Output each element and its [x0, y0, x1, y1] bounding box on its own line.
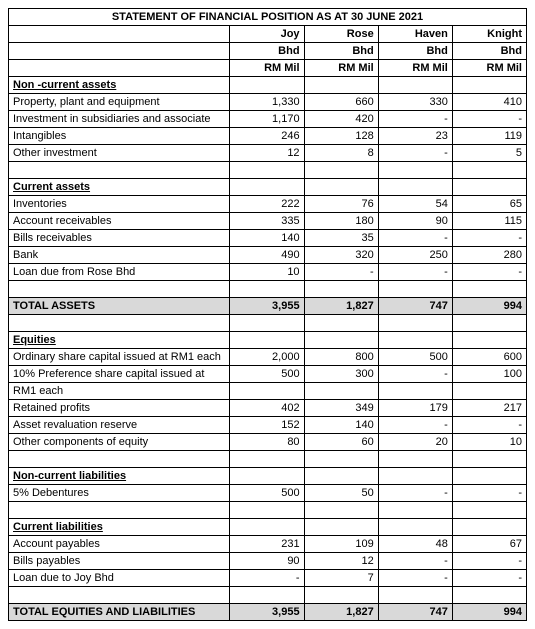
table-row: Intangibles24612823119: [9, 128, 527, 145]
col-header-company-2: Haven: [378, 26, 452, 43]
col-header-unit-2: RM Mil: [378, 60, 452, 77]
table-row: Account receivables33518090115: [9, 213, 527, 230]
table-row: Loan due to Joy Bhd-7--: [9, 570, 527, 587]
col-header-company-3: Knight: [452, 26, 526, 43]
blank-cell: [9, 26, 230, 43]
col-header-company-0: Joy: [230, 26, 304, 43]
section-header: Current liabilities: [9, 519, 230, 536]
table-row: Asset revaluation reserve152140--: [9, 417, 527, 434]
section-header-row: Current liabilities: [9, 519, 527, 536]
col-header-unit-3: RM Mil: [452, 60, 526, 77]
section-header-row: Equities: [9, 332, 527, 349]
statement-title: STATEMENT OF FINANCIAL POSITION AS AT 30…: [9, 9, 527, 26]
col-header-suffix-1: Bhd: [304, 43, 378, 60]
col-header-suffix-2: Bhd: [378, 43, 452, 60]
col-header-unit-1: RM Mil: [304, 60, 378, 77]
table-row: Bills payables9012--: [9, 553, 527, 570]
blank-row: [9, 451, 527, 468]
company-name-row: Joy Rose Haven Knight: [9, 26, 527, 43]
financial-statement-table: STATEMENT OF FINANCIAL POSITION AS AT 30…: [8, 8, 527, 621]
unit-row: RM Mil RM Mil RM Mil RM Mil: [9, 60, 527, 77]
table-row: Other components of equity80602010: [9, 434, 527, 451]
blank-cell: [9, 60, 230, 77]
blank-row: [9, 162, 527, 179]
section-header-row: Non -current assets: [9, 77, 527, 94]
blank-row: [9, 315, 527, 332]
table-row: 10% Preference share capital issued at 5…: [9, 366, 527, 383]
blank-row: [9, 281, 527, 298]
section-header-row: Non-current liabilities: [9, 468, 527, 485]
company-suffix-row: Bhd Bhd Bhd Bhd: [9, 43, 527, 60]
section-header-row: Current assets: [9, 179, 527, 196]
section-header: Current assets: [9, 179, 230, 196]
blank-row: [9, 587, 527, 604]
table-row: Bank490320250280: [9, 247, 527, 264]
col-header-unit-0: RM Mil: [230, 60, 304, 77]
table-row: Bills receivables14035--: [9, 230, 527, 247]
table-row: Ordinary share capital issued at RM1 eac…: [9, 349, 527, 366]
total-eq-liab-row: TOTAL EQUITIES AND LIABILITIES 3,955 1,8…: [9, 604, 527, 621]
col-header-company-1: Rose: [304, 26, 378, 43]
section-header: Non -current assets: [9, 77, 230, 94]
col-header-suffix-3: Bhd: [452, 43, 526, 60]
section-header: Equities: [9, 332, 230, 349]
table-row: Inventories222765465: [9, 196, 527, 213]
section-header: Non-current liabilities: [9, 468, 230, 485]
table-row: Property, plant and equipment1,330660330…: [9, 94, 527, 111]
table-row: Retained profits402349179217: [9, 400, 527, 417]
table-row: RM1 each: [9, 383, 527, 400]
table-row: Investment in subsidiaries and associate…: [9, 111, 527, 128]
col-header-suffix-0: Bhd: [230, 43, 304, 60]
table-row: Other investment128-5: [9, 145, 527, 162]
title-row: STATEMENT OF FINANCIAL POSITION AS AT 30…: [9, 9, 527, 26]
blank-row: [9, 502, 527, 519]
table-row: Loan due from Rose Bhd10---: [9, 264, 527, 281]
table-row: 5% Debentures50050--: [9, 485, 527, 502]
total-assets-row: TOTAL ASSETS 3,955 1,827 747 994: [9, 298, 527, 315]
blank-cell: [9, 43, 230, 60]
